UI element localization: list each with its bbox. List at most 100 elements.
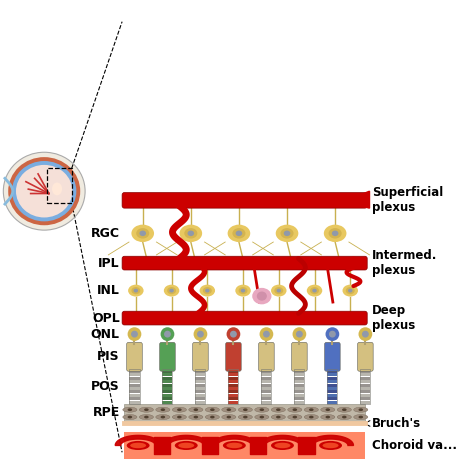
Ellipse shape [276, 408, 281, 411]
Ellipse shape [332, 230, 338, 236]
Bar [294, 391, 304, 393]
Bar [294, 369, 304, 404]
Ellipse shape [307, 285, 322, 297]
Bar [195, 369, 206, 404]
Bar [195, 370, 206, 373]
Bar [328, 391, 337, 393]
Ellipse shape [312, 289, 317, 292]
Ellipse shape [136, 228, 149, 238]
Ellipse shape [131, 287, 140, 294]
Ellipse shape [358, 416, 363, 419]
Bar [328, 369, 337, 404]
Bar [129, 401, 139, 404]
Bar [294, 377, 304, 380]
Text: INL: INL [97, 284, 120, 297]
Ellipse shape [197, 331, 204, 337]
Ellipse shape [161, 416, 165, 419]
Ellipse shape [144, 408, 149, 411]
Ellipse shape [276, 416, 281, 419]
Ellipse shape [276, 289, 281, 292]
Bar [129, 369, 139, 404]
Ellipse shape [326, 327, 339, 341]
Bar [360, 387, 370, 390]
Bar [163, 387, 173, 390]
Ellipse shape [227, 327, 240, 341]
Ellipse shape [210, 416, 215, 419]
Bar [360, 394, 370, 397]
Ellipse shape [271, 285, 286, 297]
Bar [328, 401, 337, 404]
Bar [195, 373, 206, 376]
Bar [195, 387, 206, 390]
Ellipse shape [288, 415, 302, 419]
Bar [261, 369, 272, 404]
Ellipse shape [362, 331, 369, 337]
Ellipse shape [188, 230, 194, 236]
Polygon shape [164, 436, 209, 446]
Bar [163, 394, 173, 397]
Text: ONL: ONL [91, 328, 120, 341]
Ellipse shape [296, 331, 303, 337]
Polygon shape [211, 436, 257, 446]
Ellipse shape [161, 327, 174, 341]
Ellipse shape [123, 407, 137, 412]
Bar [195, 380, 206, 383]
Ellipse shape [236, 230, 242, 236]
FancyBboxPatch shape [160, 342, 175, 371]
Bar [261, 380, 272, 383]
Bar [228, 391, 238, 393]
Ellipse shape [260, 327, 273, 341]
Bar [328, 394, 337, 397]
Bar [195, 394, 206, 397]
Ellipse shape [128, 285, 144, 297]
Polygon shape [115, 436, 161, 446]
Bar [360, 391, 370, 393]
FancyBboxPatch shape [325, 342, 340, 371]
Ellipse shape [348, 289, 353, 292]
Bar [129, 391, 139, 393]
Bar [360, 369, 370, 404]
Ellipse shape [222, 415, 236, 419]
FancyBboxPatch shape [127, 342, 142, 371]
Ellipse shape [177, 408, 182, 411]
Ellipse shape [172, 407, 186, 412]
Ellipse shape [326, 416, 330, 419]
Bar [195, 377, 206, 380]
Ellipse shape [358, 408, 363, 411]
Bar [195, 391, 206, 393]
Ellipse shape [52, 182, 62, 195]
Ellipse shape [184, 228, 197, 238]
Ellipse shape [329, 331, 336, 337]
Ellipse shape [131, 331, 138, 337]
Bar [129, 373, 139, 376]
Bar [124, 404, 365, 421]
Ellipse shape [322, 443, 338, 448]
Ellipse shape [123, 415, 137, 419]
Ellipse shape [304, 407, 319, 412]
Ellipse shape [232, 228, 246, 238]
Ellipse shape [358, 327, 372, 341]
Ellipse shape [321, 407, 335, 412]
Ellipse shape [161, 408, 165, 411]
Bar [261, 377, 272, 380]
Bar [129, 397, 139, 401]
Text: Intermed.
plexus: Intermed. plexus [372, 249, 437, 277]
Bar [124, 17, 365, 457]
Ellipse shape [271, 407, 285, 412]
Bar [228, 394, 238, 397]
Ellipse shape [128, 416, 132, 419]
Bar [163, 383, 173, 387]
Bar [360, 380, 370, 383]
Text: Bruch's: Bruch's [372, 417, 421, 430]
Ellipse shape [310, 287, 319, 294]
Bar [360, 383, 370, 387]
Ellipse shape [235, 285, 251, 297]
Ellipse shape [177, 416, 182, 419]
Ellipse shape [241, 289, 246, 292]
Ellipse shape [309, 408, 314, 411]
Ellipse shape [227, 408, 231, 411]
Ellipse shape [189, 407, 203, 412]
Ellipse shape [238, 287, 247, 294]
Ellipse shape [292, 408, 297, 411]
Bar [228, 369, 238, 404]
